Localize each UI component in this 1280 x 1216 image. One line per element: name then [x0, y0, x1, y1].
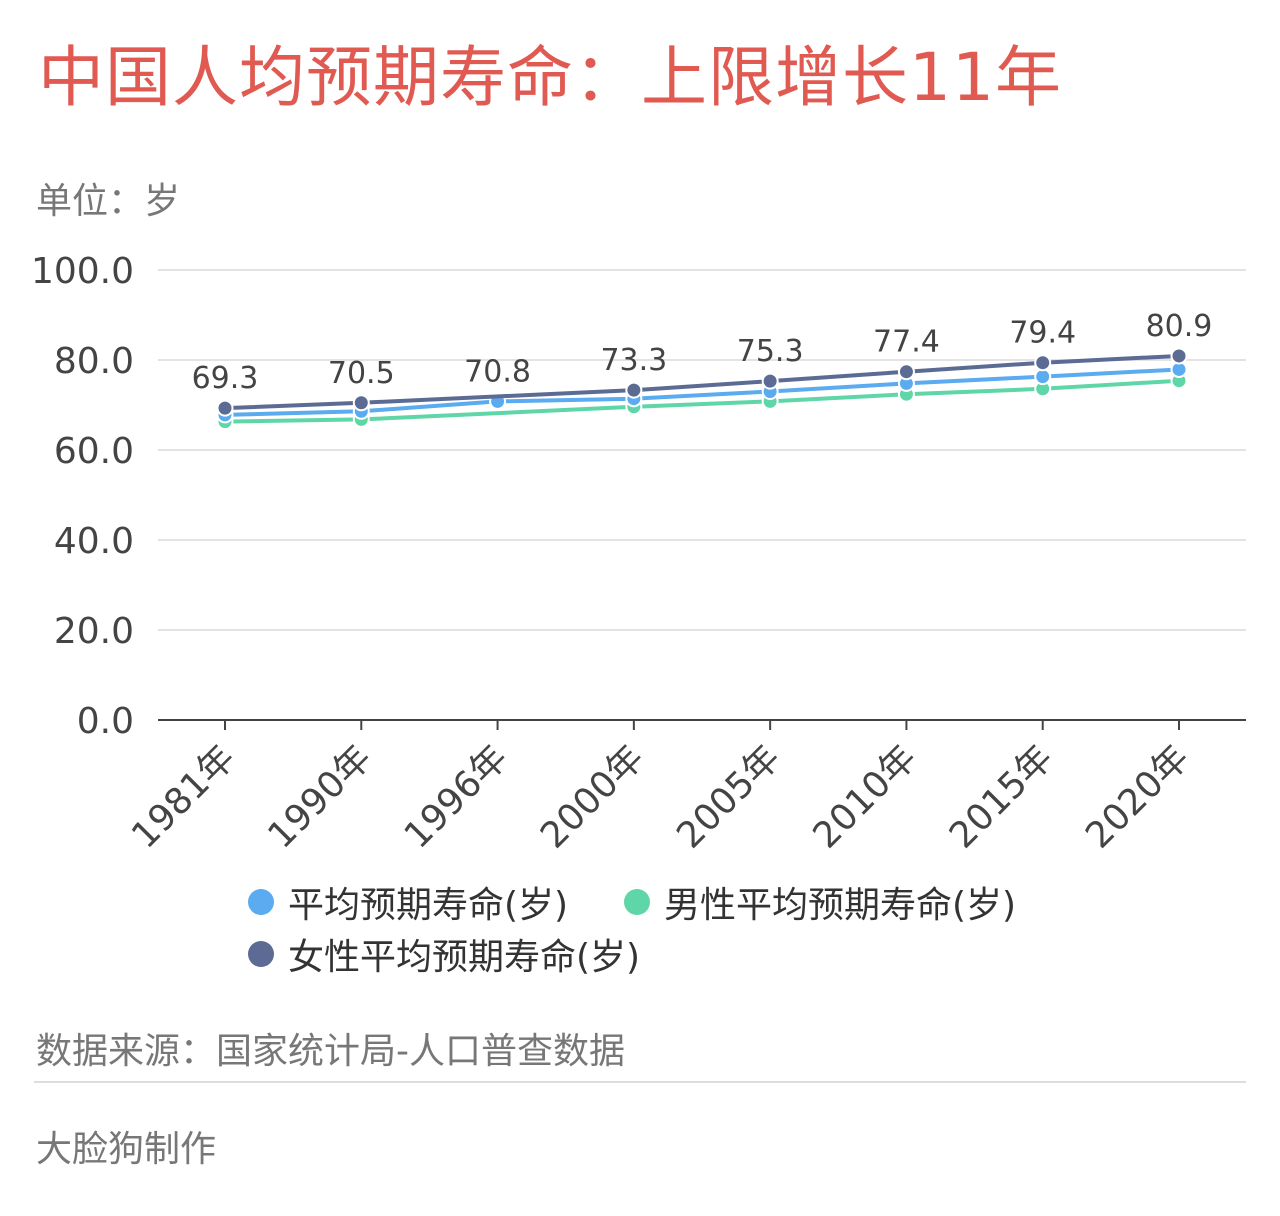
- data-label: 77.4: [873, 325, 940, 360]
- y-tick-label: 100.0: [31, 251, 134, 292]
- data-point: [1034, 354, 1052, 372]
- legend-label-male: 男性平均预期寿命(岁): [664, 885, 1017, 926]
- chart-title: 中国人均预期寿命：上限增长11年: [38, 39, 1062, 116]
- x-tick-label: 1981年: [124, 737, 243, 856]
- x-tick-label: 2010年: [806, 737, 925, 856]
- data-point: [1170, 347, 1188, 365]
- data-label: 80.9: [1146, 309, 1213, 344]
- legend-item-avg[interactable]: 平均预期寿命(岁): [248, 876, 568, 928]
- y-tick-label: 0.0: [77, 701, 134, 742]
- x-tick-label: 1996年: [397, 737, 516, 856]
- x-tick-label: 2000年: [533, 737, 652, 856]
- unit-label: 单位：岁: [36, 181, 181, 222]
- data-point: [352, 394, 370, 412]
- data-point: [216, 399, 234, 417]
- data-label: 75.3: [737, 334, 804, 369]
- y-tick-label: 60.0: [54, 431, 134, 472]
- legend-item-male[interactable]: 男性平均预期寿命(岁): [624, 876, 1016, 928]
- data-label: 73.3: [600, 343, 667, 378]
- data-point: [761, 372, 779, 390]
- legend-item-female[interactable]: 女性平均预期寿命(岁): [248, 928, 640, 980]
- data-label: 70.5: [328, 356, 395, 391]
- y-tick-label: 20.0: [54, 611, 134, 652]
- legend-label-avg: 平均预期寿命(岁): [288, 885, 569, 926]
- legend-dot-male-icon: [624, 889, 650, 915]
- data-point: [1034, 368, 1052, 386]
- series-line: [223, 367, 1181, 417]
- footer-divider: [34, 1081, 1246, 1083]
- data-label: 70.8: [464, 354, 531, 389]
- data-label: 79.4: [1009, 316, 1076, 351]
- legend-dot-female-icon: [248, 941, 274, 967]
- x-tick-label: 2020年: [1078, 737, 1197, 856]
- data-source: 数据来源：国家统计局-人口普查数据: [36, 1031, 625, 1072]
- y-tick-label: 40.0: [54, 521, 134, 562]
- data-point: [897, 363, 915, 381]
- x-tick-label: 2005年: [669, 737, 788, 856]
- legend-dot-avg-icon: [248, 889, 274, 915]
- x-tick-label: 1990年: [260, 737, 379, 856]
- y-tick-label: 80.0: [54, 341, 134, 382]
- data-label: 69.3: [192, 361, 259, 396]
- x-tick-label: 2015年: [942, 737, 1061, 856]
- chart-credit: 大脸狗制作: [36, 1129, 217, 1170]
- data-point: [625, 381, 643, 399]
- legend-label-female: 女性平均预期寿命(岁): [288, 937, 641, 978]
